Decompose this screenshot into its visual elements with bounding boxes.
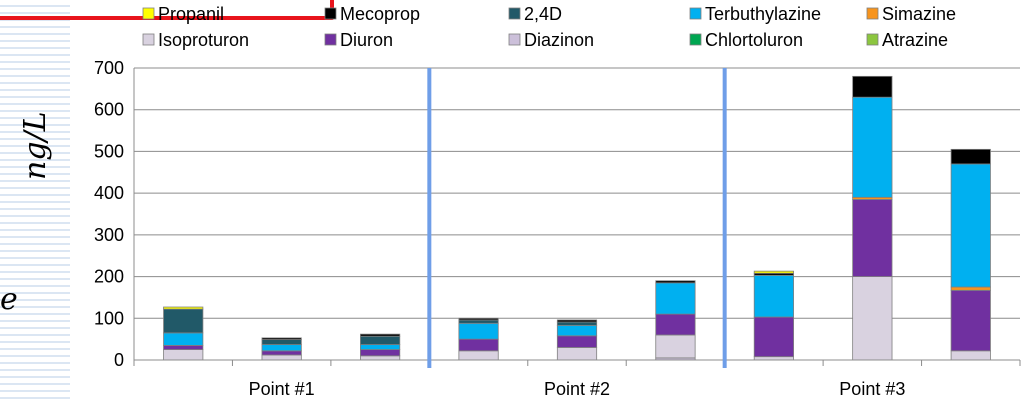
legend-label-atrazine: Atrazine <box>882 30 948 50</box>
bar-segment-diuron <box>655 313 696 336</box>
legend-swatch-terbuthylazine <box>689 7 702 20</box>
legend-swatch-simazine <box>866 7 879 20</box>
bar-segment-diuron <box>852 198 893 277</box>
bar-segment-isoproturon <box>163 349 204 361</box>
y-tick-label: 0 <box>114 350 124 370</box>
legend-label-chlortoluron: Chlortoluron <box>705 30 803 50</box>
bar-segment-diuron <box>753 316 794 358</box>
bar-segment-mecoprop <box>950 148 991 165</box>
x-group-label: Point #1 <box>249 379 315 399</box>
bar-segment-mecoprop <box>360 333 401 337</box>
bar-segment-propanil <box>753 270 794 274</box>
y-tick-label: 600 <box>94 100 124 120</box>
bar-segment-isoproturon <box>655 334 696 359</box>
bar-segment-isoproturon <box>852 276 893 361</box>
bar-segment-terbuthylazine <box>261 344 302 352</box>
bar-segment-diuron <box>261 350 302 356</box>
y-tick-label: 700 <box>94 58 124 78</box>
x-group-label: Point #3 <box>839 379 905 399</box>
tick-labels: 0 100 200 300 400 500 600 700 Point #1 Point #2 Po… <box>94 58 905 399</box>
bar-segment-isoproturon <box>950 350 991 361</box>
legend-label-mecoprop: Mecoprop <box>340 4 420 24</box>
bar-segment-mecoprop <box>556 319 598 323</box>
legend-label-2-4d: 2,4D <box>524 4 562 24</box>
legend-swatch-chlortoluron <box>689 33 702 46</box>
y-tick-label: 100 <box>94 308 124 328</box>
bar-segment-mecoprop <box>458 317 499 321</box>
legend-swatch-propanil <box>142 7 155 20</box>
x-group-label: Point #2 <box>544 379 610 399</box>
bar-segment-terbuthylazine <box>458 322 499 340</box>
legend-label-diazinon: Diazinon <box>524 30 594 50</box>
bar-segment-diuron <box>556 335 598 348</box>
legend-swatch-isoproturon <box>142 33 155 46</box>
legend-label-simazine: Simazine <box>882 4 956 24</box>
bar-segment-terbuthylazine <box>950 163 991 288</box>
y-tick-label: 500 <box>94 141 124 161</box>
bar-segment-diuron <box>163 344 204 350</box>
bar-segment-2-4d <box>163 308 204 334</box>
bar-segment-terbuthylazine <box>753 274 794 318</box>
legend-swatch-mecoprop <box>324 7 337 20</box>
legend-swatch-2-4d <box>508 7 521 20</box>
bar-segment-terbuthylazine <box>556 324 598 337</box>
partial-side-text: e <box>0 282 18 317</box>
bar-segment-2-4d <box>360 335 401 345</box>
legend-label-terbuthylazine: Terbuthylazine <box>705 4 821 24</box>
bar-segment-isoproturon <box>360 355 401 361</box>
legend-swatch-diazinon <box>508 33 521 46</box>
bar-segment-2-4d <box>261 339 302 345</box>
bar-segment-mecoprop <box>655 280 696 284</box>
y-tick-label: 200 <box>94 267 124 287</box>
bar-segment-terbuthylazine <box>360 344 401 350</box>
bar-segment-diuron <box>950 289 991 352</box>
bar-segment-isoproturon <box>556 347 598 361</box>
chart-legend: Propanil Mecoprop 2,4D Terbuthylazine Simazi… <box>142 4 956 50</box>
bar-segment-propanil <box>163 306 204 310</box>
bar-segment-2-4d <box>556 321 598 326</box>
bar-segment-mecoprop <box>852 75 893 98</box>
bars <box>163 75 991 361</box>
legend-label-propanil: Propanil <box>158 4 224 24</box>
legend-label-isoproturon: Isoproturon <box>158 30 249 50</box>
bar-segment-terbuthylazine <box>852 96 893 198</box>
legend-swatch-diuron <box>324 33 337 46</box>
bar-segment-simazine <box>950 286 991 291</box>
bar-segment-diuron <box>458 338 499 352</box>
legend-label-diuron: Diuron <box>340 30 393 50</box>
bar-segment-isoproturon <box>753 356 794 361</box>
legend-swatch-atrazine <box>866 33 879 46</box>
bar-segment-terbuthylazine <box>163 332 204 346</box>
bar-segment-diuron <box>360 349 401 357</box>
bar-segment-mecoprop <box>261 337 302 340</box>
bar-segment-isoproturon <box>458 350 499 361</box>
bar-segment-terbuthylazine <box>655 282 696 315</box>
decorative-left-strip <box>0 0 70 402</box>
bar-segment-2-4d <box>458 319 499 324</box>
y-tick-label: 300 <box>94 225 124 245</box>
y-tick-label: 400 <box>94 183 124 203</box>
bar-segment-isoproturon <box>261 354 302 361</box>
axes <box>133 68 1021 368</box>
